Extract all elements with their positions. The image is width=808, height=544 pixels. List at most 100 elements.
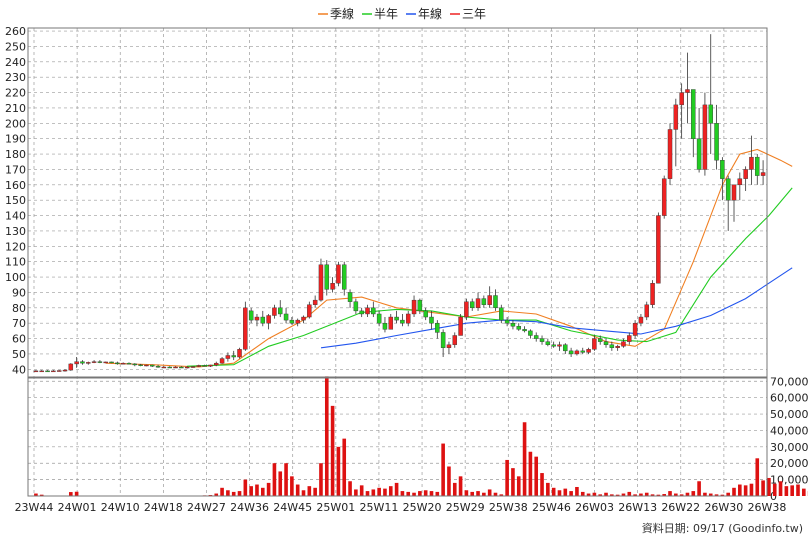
candle bbox=[674, 99, 678, 167]
candle bbox=[715, 105, 719, 170]
volume-bar bbox=[779, 481, 783, 496]
candle-body bbox=[505, 320, 509, 323]
volume-bar bbox=[267, 483, 271, 496]
candle bbox=[313, 296, 317, 308]
candle bbox=[668, 123, 672, 184]
candle bbox=[278, 300, 282, 317]
candle-body bbox=[715, 123, 719, 160]
candle bbox=[755, 154, 759, 185]
volume-bar bbox=[732, 488, 736, 496]
candle bbox=[447, 342, 451, 354]
volume-bar bbox=[581, 492, 585, 496]
candle-body bbox=[656, 216, 660, 284]
volume-bar bbox=[319, 463, 323, 496]
candle-body bbox=[523, 329, 527, 331]
volume-bar bbox=[372, 489, 376, 496]
candle-body bbox=[651, 283, 655, 305]
candle-body bbox=[179, 367, 183, 368]
candle-body bbox=[57, 371, 61, 372]
candle-body bbox=[459, 317, 463, 335]
volume-frame bbox=[28, 378, 767, 496]
candle bbox=[121, 362, 125, 364]
candle-body bbox=[133, 364, 137, 365]
candle-body bbox=[331, 283, 335, 289]
candle bbox=[395, 311, 399, 323]
candle bbox=[616, 345, 620, 351]
price-tick-label-11: 150 bbox=[5, 194, 26, 207]
candle-body bbox=[557, 345, 561, 347]
candle bbox=[517, 323, 521, 331]
candle bbox=[80, 360, 84, 365]
candle bbox=[191, 366, 195, 368]
x-tick-label-0: 23W44 bbox=[15, 501, 54, 514]
volume-bar bbox=[430, 491, 434, 496]
candlesticks bbox=[34, 34, 765, 372]
candle bbox=[604, 339, 608, 348]
candle-body bbox=[621, 342, 625, 347]
candle-body bbox=[156, 366, 160, 367]
candle bbox=[453, 332, 457, 347]
volume-tick-label-4: 40,000 bbox=[770, 424, 808, 437]
x-tick-label-7: 25W01 bbox=[316, 501, 355, 514]
candle-body bbox=[464, 302, 468, 317]
candle-body bbox=[296, 320, 300, 323]
candle bbox=[377, 311, 381, 326]
candle-body bbox=[697, 139, 701, 170]
candle-body bbox=[598, 339, 602, 342]
x-tick-label-4: 24W27 bbox=[187, 501, 226, 514]
candle bbox=[552, 342, 556, 348]
candle-body bbox=[447, 345, 451, 348]
candle-body bbox=[127, 363, 131, 364]
candle bbox=[400, 314, 404, 326]
volume-bar bbox=[226, 490, 230, 496]
volume-bar bbox=[761, 480, 765, 496]
volume-bar bbox=[331, 406, 335, 496]
candle bbox=[726, 176, 730, 231]
ma-line-0 bbox=[106, 150, 793, 368]
volume-bar bbox=[750, 484, 754, 496]
candle-body bbox=[226, 355, 230, 358]
candle-body bbox=[115, 363, 119, 364]
candle-body bbox=[249, 311, 253, 320]
candle-body bbox=[674, 105, 678, 130]
volume-bar bbox=[459, 476, 463, 496]
volume-bar bbox=[517, 476, 521, 496]
candle bbox=[150, 365, 154, 367]
candle-body bbox=[389, 317, 393, 329]
candle-body bbox=[552, 345, 556, 347]
volume-bar bbox=[238, 491, 242, 496]
x-tick-label-2: 24W10 bbox=[101, 501, 140, 514]
x-tick-label-8: 25W11 bbox=[360, 501, 399, 514]
volume-bar bbox=[69, 492, 73, 496]
candle bbox=[651, 280, 655, 308]
candle bbox=[168, 366, 172, 368]
candle-body bbox=[150, 365, 154, 366]
candle-body bbox=[278, 308, 282, 314]
volume-bar bbox=[802, 489, 806, 496]
candle-body bbox=[610, 345, 614, 348]
price-tick-label-20: 240 bbox=[5, 56, 26, 69]
candle bbox=[569, 348, 573, 357]
candle-body bbox=[197, 365, 201, 366]
candle bbox=[360, 308, 364, 317]
candle bbox=[69, 363, 73, 371]
volume-bar bbox=[668, 491, 672, 496]
candle bbox=[197, 365, 201, 367]
candle bbox=[75, 357, 79, 368]
volume-bar bbox=[470, 492, 474, 496]
candle-body bbox=[220, 359, 224, 364]
candle bbox=[732, 185, 736, 222]
candle-body bbox=[680, 93, 684, 105]
candle bbox=[267, 314, 271, 329]
candle bbox=[749, 136, 753, 185]
volume-bar bbox=[395, 483, 399, 496]
candle bbox=[540, 335, 544, 344]
candle bbox=[261, 311, 265, 326]
candle-body bbox=[51, 371, 55, 372]
volume-bar bbox=[465, 490, 469, 496]
x-tick-label-10: 25W29 bbox=[446, 501, 485, 514]
candle bbox=[336, 262, 340, 287]
candle bbox=[354, 299, 358, 314]
